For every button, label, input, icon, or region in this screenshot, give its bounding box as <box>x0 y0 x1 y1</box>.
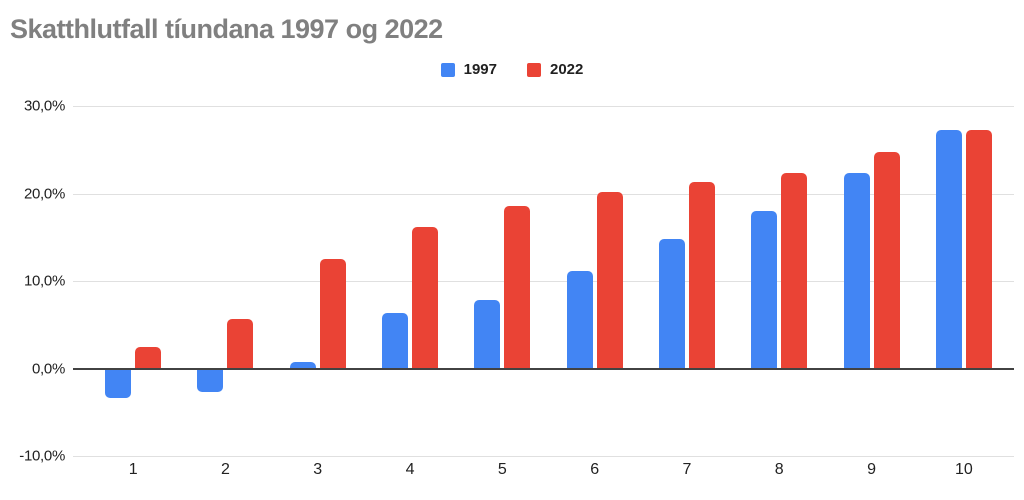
bar-2022-7 <box>688 182 715 369</box>
bar-1997-4 <box>382 312 409 369</box>
legend-label-2022: 2022 <box>550 61 584 78</box>
x-tick-label: 1 <box>128 461 138 478</box>
y-tick-label: 0,0% <box>32 360 65 377</box>
gridline <box>73 106 1014 107</box>
bar-1997-1 <box>105 369 132 398</box>
bar-1997-6 <box>566 271 593 369</box>
gridline <box>73 281 1014 282</box>
gridline <box>73 193 1014 195</box>
bar-2022-8 <box>781 173 808 369</box>
bar-2022-3 <box>319 259 346 369</box>
legend-item-2022: 2022 <box>527 61 583 78</box>
legend-swatch-2022-icon <box>527 62 541 77</box>
x-tick-label: 4 <box>405 461 415 478</box>
legend-swatch-1997-icon <box>440 62 455 77</box>
bar-1997-7 <box>658 239 685 369</box>
bar-2022-5 <box>504 205 531 369</box>
x-tick-label: 10 <box>954 461 973 478</box>
bar-2022-6 <box>596 191 623 369</box>
x-tick-label: 7 <box>682 461 692 478</box>
y-tick-label: 10,0% <box>23 272 65 290</box>
x-tick-label: 2 <box>220 461 230 478</box>
x-tick-label: 3 <box>313 461 323 478</box>
x-tick-label: 5 <box>497 461 507 478</box>
x-tick-label: 8 <box>774 461 784 478</box>
gridline <box>73 456 1014 457</box>
bar-1997-9 <box>843 172 870 369</box>
x-tick-label: 9 <box>867 461 876 478</box>
bar-1997-10 <box>935 129 962 369</box>
y-tick-label: 20,0% <box>23 185 65 202</box>
zero-axis-line <box>73 367 1014 370</box>
bar-1997-5 <box>474 300 501 369</box>
x-tick-label: 6 <box>590 461 600 478</box>
bar-2022-1 <box>135 346 162 369</box>
legend-label-1997: 1997 <box>463 61 497 78</box>
bar-2022-4 <box>412 226 439 369</box>
chart-legend: 1997 2022 <box>0 61 1024 78</box>
bar-1997-8 <box>751 211 778 369</box>
bar-1997-3 <box>289 361 316 369</box>
bar-2022-9 <box>873 152 900 369</box>
bar-2022-2 <box>227 318 254 369</box>
y-tick-label: 30,0% <box>23 97 65 115</box>
legend-item-1997: 1997 <box>440 61 497 78</box>
chart-title: Skatthlutfall tíundana 1997 og 2022 <box>10 14 443 44</box>
bar-1997-2 <box>197 369 224 393</box>
bar-2022-10 <box>965 129 992 369</box>
y-tick-label: -10,0% <box>19 447 65 465</box>
